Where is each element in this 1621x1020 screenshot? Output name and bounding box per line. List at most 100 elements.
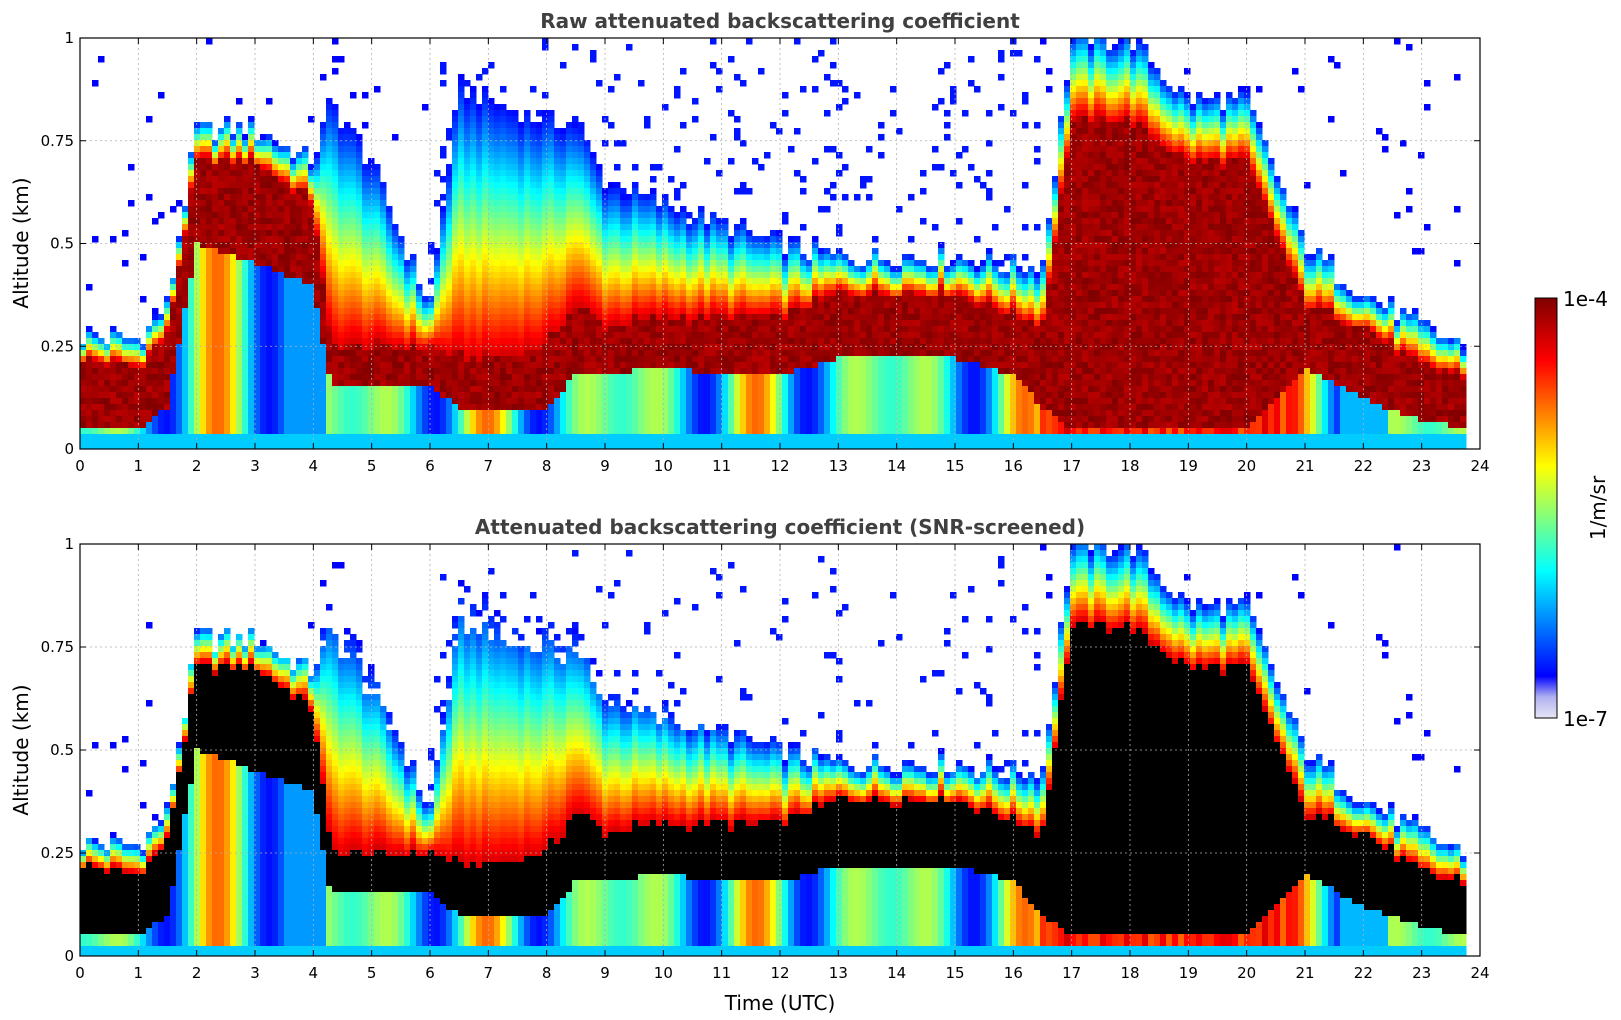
heatmap-cell: [716, 170, 723, 177]
heatmap-cell: [212, 326, 219, 333]
heatmap-cell: [596, 338, 603, 345]
heatmap-cell: [326, 170, 333, 177]
heatmap-cell: [464, 224, 471, 231]
heatmap-cell: [710, 344, 717, 351]
heatmap-cell: [128, 380, 135, 387]
heatmap-cell: [332, 356, 339, 363]
heatmap-cell: [548, 206, 555, 213]
heatmap-cell: [404, 434, 411, 441]
heatmap-cell: [242, 176, 249, 183]
heatmap-cell: [308, 320, 315, 327]
heatmap-cell: [452, 374, 459, 381]
heatmap-cell: [236, 248, 243, 255]
heatmap-cell: [290, 278, 297, 285]
heatmap-cell: [200, 362, 207, 369]
heatmap-cell: [440, 326, 447, 333]
heatmap-cell: [728, 320, 735, 327]
heatmap-cell: [566, 236, 573, 243]
heatmap-cell: [236, 260, 243, 267]
heatmap-cell: [200, 332, 207, 339]
heatmap-cell: [644, 212, 651, 219]
heatmap-cell: [566, 224, 573, 231]
heatmap-cell: [668, 332, 675, 339]
heatmap-cell: [614, 356, 621, 363]
heatmap-cell: [584, 302, 591, 309]
heatmap-cell: [296, 356, 303, 363]
heatmap-cell: [536, 194, 543, 201]
heatmap-cell: [554, 296, 561, 303]
heatmap-cell: [524, 386, 531, 393]
heatmap-cell: [440, 248, 447, 255]
heatmap-cell: [464, 146, 471, 153]
heatmap-cell: [380, 290, 387, 297]
heatmap-cell: [698, 272, 705, 279]
heatmap-cell: [206, 260, 213, 267]
heatmap-cell: [230, 218, 237, 225]
heatmap-cell: [620, 140, 627, 147]
heatmap-cell: [158, 446, 165, 449]
heatmap-cell: [590, 428, 597, 435]
heatmap-cell: [86, 428, 93, 435]
heatmap-cell: [284, 170, 291, 177]
heatmap-cell: [290, 368, 297, 375]
heatmap-cell: [494, 110, 501, 117]
heatmap-cell: [290, 338, 297, 345]
heatmap-cell: [548, 362, 555, 369]
heatmap-cell: [344, 368, 351, 375]
heatmap-cell: [314, 158, 321, 165]
heatmap-cell: [386, 254, 393, 261]
heatmap-cell: [572, 320, 579, 327]
heatmap-cell: [686, 398, 693, 405]
heatmap-cell: [170, 344, 177, 351]
heatmap-cell: [530, 302, 537, 309]
heatmap-cell: [470, 440, 477, 447]
heatmap-cell: [194, 158, 201, 165]
heatmap-cell: [236, 152, 243, 159]
heatmap-cell: [482, 380, 489, 387]
heatmap-cell: [674, 434, 681, 441]
heatmap-cell: [692, 230, 699, 237]
heatmap-cell: [266, 320, 273, 327]
heatmap-cell: [320, 200, 327, 207]
heatmap-cell: [182, 380, 189, 387]
heatmap-cell: [620, 326, 627, 333]
heatmap-cell: [194, 440, 201, 447]
heatmap-cell: [662, 308, 669, 315]
heatmap-cell: [572, 434, 579, 441]
heatmap-cell: [710, 446, 717, 449]
heatmap-cell: [662, 200, 669, 207]
heatmap-cell: [650, 314, 657, 321]
heatmap-cell: [350, 404, 357, 411]
heatmap-cell: [656, 392, 663, 399]
heatmap-cell: [728, 446, 735, 449]
heatmap-cell: [386, 230, 393, 237]
heatmap-cell: [536, 224, 543, 231]
heatmap-cell: [320, 140, 327, 147]
heatmap-cell: [422, 356, 429, 363]
heatmap-cell: [650, 176, 657, 183]
heatmap-cell: [566, 386, 573, 393]
heatmap-cell: [194, 182, 201, 189]
heatmap-cell: [308, 224, 315, 231]
heatmap-cell: [314, 422, 321, 429]
heatmap-cell: [260, 440, 267, 447]
heatmap-cell: [182, 224, 189, 231]
heatmap-cell: [362, 440, 369, 447]
heatmap-cell: [296, 350, 303, 357]
heatmap-cell: [548, 158, 555, 165]
heatmap-cell: [686, 392, 693, 399]
heatmap-cell: [326, 242, 333, 249]
heatmap-cell: [314, 290, 321, 297]
heatmap-cell: [374, 170, 381, 177]
heatmap-cell: [398, 392, 405, 399]
heatmap-cell: [518, 146, 525, 153]
heatmap-cell: [512, 254, 519, 261]
heatmap-cell: [350, 236, 357, 243]
heatmap-cell: [452, 362, 459, 369]
heatmap-cell: [584, 332, 591, 339]
heatmap-cell: [296, 278, 303, 285]
heatmap-cell: [536, 314, 543, 321]
heatmap-cell: [254, 416, 261, 423]
heatmap-cell: [350, 338, 357, 345]
heatmap-cell: [290, 170, 297, 177]
